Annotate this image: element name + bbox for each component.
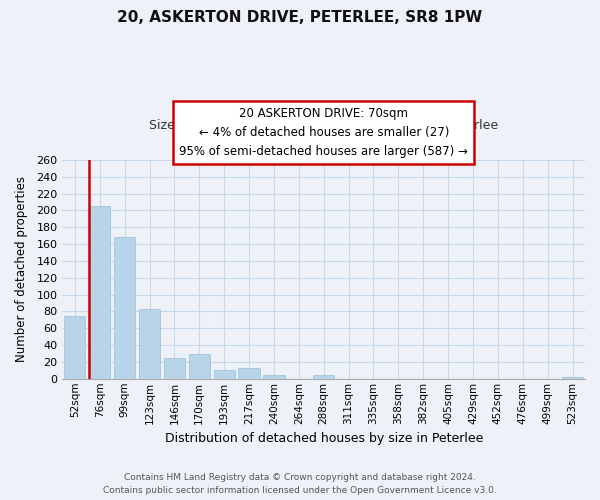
X-axis label: Distribution of detached houses by size in Peterlee: Distribution of detached houses by size … bbox=[164, 432, 483, 445]
Bar bbox=[114, 238, 135, 379]
Bar bbox=[313, 376, 334, 379]
Bar bbox=[562, 377, 583, 379]
Bar bbox=[139, 309, 160, 379]
Text: 20 ASKERTON DRIVE: 70sqm
← 4% of detached houses are smaller (27)
95% of semi-de: 20 ASKERTON DRIVE: 70sqm ← 4% of detache… bbox=[179, 106, 468, 158]
Bar bbox=[214, 370, 235, 379]
Bar bbox=[89, 206, 110, 379]
Text: Contains HM Land Registry data © Crown copyright and database right 2024.
Contai: Contains HM Land Registry data © Crown c… bbox=[103, 474, 497, 495]
Title: Size of property relative to detached houses in Peterlee: Size of property relative to detached ho… bbox=[149, 120, 498, 132]
Bar bbox=[64, 316, 85, 379]
Bar bbox=[189, 354, 210, 379]
Text: 20, ASKERTON DRIVE, PETERLEE, SR8 1PW: 20, ASKERTON DRIVE, PETERLEE, SR8 1PW bbox=[118, 10, 482, 25]
Bar bbox=[263, 374, 284, 379]
Bar bbox=[238, 368, 260, 379]
Y-axis label: Number of detached properties: Number of detached properties bbox=[15, 176, 28, 362]
Bar bbox=[164, 358, 185, 379]
